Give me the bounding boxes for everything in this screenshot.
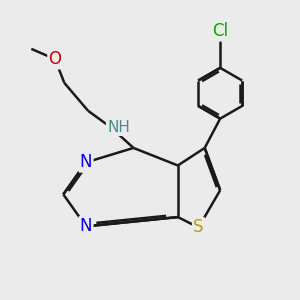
Text: N: N bbox=[80, 153, 92, 171]
Text: N: N bbox=[80, 218, 92, 236]
Text: S: S bbox=[193, 218, 204, 236]
Text: O: O bbox=[49, 50, 62, 68]
Text: Cl: Cl bbox=[212, 22, 228, 40]
Text: NH: NH bbox=[107, 120, 130, 135]
